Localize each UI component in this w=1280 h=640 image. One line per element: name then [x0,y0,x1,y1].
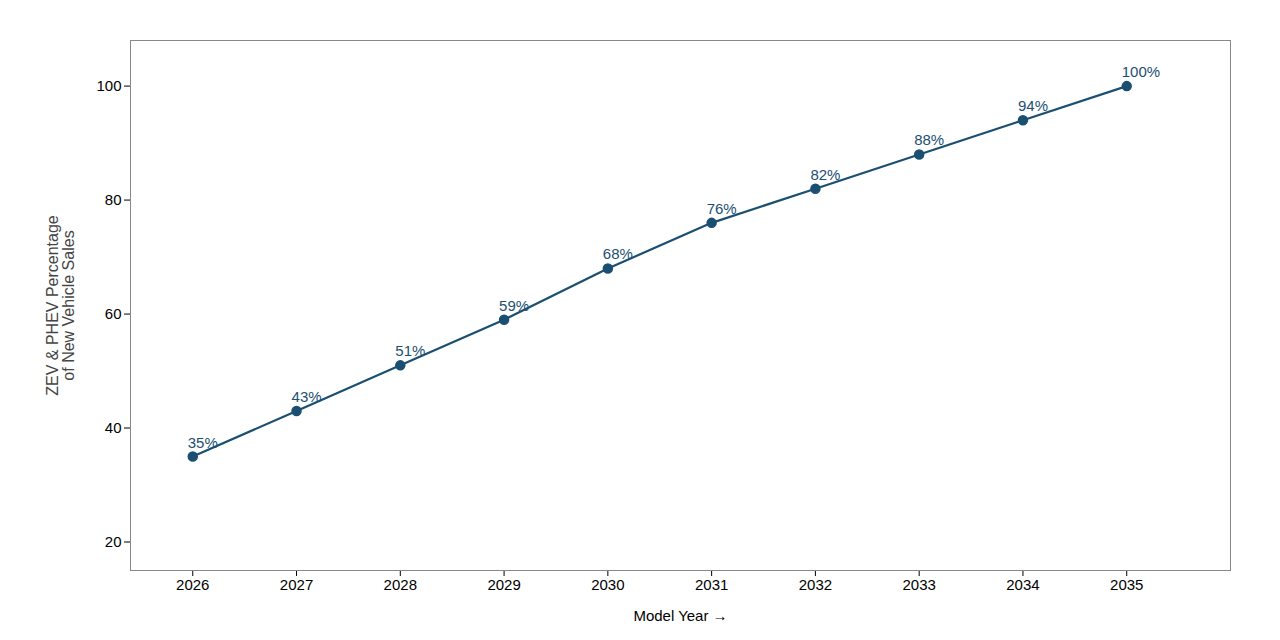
svg-text:2032: 2032 [799,576,832,593]
svg-text:ZEV & PHEV Percentageof New Ve: ZEV & PHEV Percentageof New Vehicle Sale… [44,215,77,396]
svg-text:100%: 100% [1122,63,1160,80]
svg-text:2033: 2033 [902,576,935,593]
svg-text:51%: 51% [395,342,425,359]
svg-text:2031: 2031 [695,576,728,593]
svg-text:20: 20 [105,533,122,550]
svg-text:2027: 2027 [280,576,313,593]
svg-text:40: 40 [105,419,122,436]
svg-text:35%: 35% [188,434,218,451]
svg-text:60: 60 [105,305,122,322]
svg-text:68%: 68% [603,245,633,262]
svg-text:2026: 2026 [176,576,209,593]
svg-text:59%: 59% [499,297,529,314]
svg-text:88%: 88% [914,131,944,148]
svg-text:2035: 2035 [1110,576,1143,593]
svg-text:76%: 76% [707,200,737,217]
svg-text:2030: 2030 [591,576,624,593]
svg-text:94%: 94% [1018,97,1048,114]
svg-text:43%: 43% [292,388,322,405]
svg-text:82%: 82% [810,166,840,183]
svg-text:Model Year →: Model Year → [633,607,727,624]
svg-text:2029: 2029 [487,576,520,593]
svg-text:2028: 2028 [384,576,417,593]
svg-text:80: 80 [105,191,122,208]
svg-text:2034: 2034 [1006,576,1039,593]
svg-text:100: 100 [96,77,121,94]
